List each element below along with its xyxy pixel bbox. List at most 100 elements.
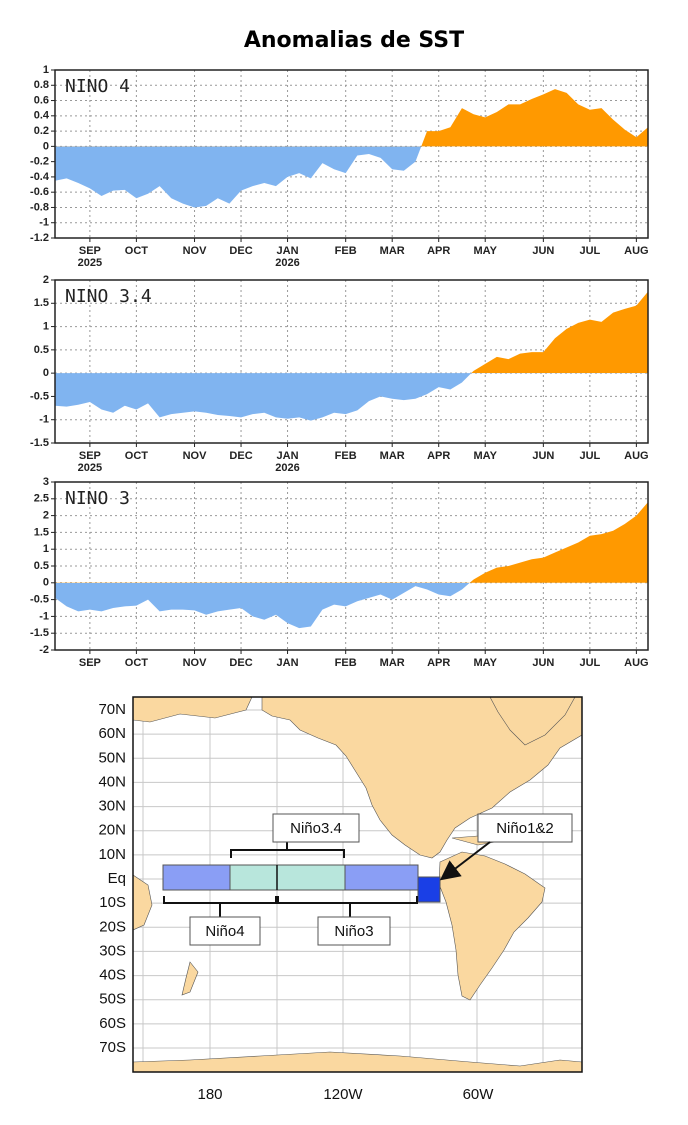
x-tick-label: JAN (277, 450, 299, 462)
y-tick-label: 0.2 (34, 125, 49, 137)
x-tick-label: NOV (183, 450, 208, 462)
lon-label: 180 (197, 1086, 222, 1103)
y-tick-label: -1.2 (30, 232, 49, 244)
y-tick-label: 0 (43, 367, 49, 379)
nino12-region (417, 876, 441, 903)
y-tick-label: 0.5 (34, 560, 49, 572)
lat-label: 60N (98, 725, 126, 742)
y-tick-label: -0.8 (30, 201, 49, 213)
x-tick-label: NOV (183, 657, 208, 669)
label-box (189, 916, 261, 946)
x-tick-label: FEB (335, 450, 357, 462)
land-south-america (438, 851, 546, 1001)
y-tick-label: -1.5 (30, 627, 49, 639)
panel-title: NINO 3 (65, 488, 130, 509)
y-tick-label: 0.4 (34, 110, 50, 122)
x-tick-label: JUN (532, 245, 554, 257)
y-tick-label: -0.2 (30, 156, 49, 168)
y-tick-label: -1 (39, 414, 49, 426)
land-greenland (489, 697, 576, 746)
x-tick-label: DEC (229, 450, 252, 462)
chart-panel: -1.2 -1 -0.8 -0.6 -0.4 -0.2 0 0.2 0.4 0.6 0.8 1 SEP O… (30, 64, 649, 269)
land-australia (133, 874, 153, 931)
x-tick-label: MAY (473, 657, 497, 669)
y-tick-label: 1 (43, 320, 49, 332)
x-tick-label: JAN (277, 245, 299, 257)
x-tick-label: AUG (624, 245, 648, 257)
region-label: Niño3.4 (290, 820, 342, 837)
x-tick-label: AUG (624, 450, 648, 462)
anomaly-area (55, 502, 648, 629)
x-tick-sublabel: 2026 (275, 257, 299, 269)
charts: -1.2 -1 -0.8 -0.6 -0.4 -0.2 0 0.2 0.4 0.6 0.8 1 SEP O… (30, 64, 649, 669)
x-tick-label: APR (427, 657, 450, 669)
lat-label: 10N (98, 846, 126, 863)
region-label: Niño1&2 (496, 820, 554, 837)
map-frame (132, 696, 583, 1073)
anomaly-area (55, 291, 648, 421)
x-tick-label: OCT (125, 245, 149, 257)
x-tick-label: JAN (277, 657, 299, 669)
x-tick-label: OCT (125, 657, 149, 669)
lat-label: 10S (99, 894, 126, 911)
x-tick-label: AUG (624, 657, 648, 669)
lat-label: 20S (99, 918, 126, 935)
plot-frame (54, 69, 649, 239)
y-tick-label: -0.6 (30, 186, 49, 198)
x-tick-label: OCT (125, 450, 149, 462)
lon-label: 120W (323, 1086, 363, 1103)
x-tick-sublabel: 2025 (78, 257, 102, 269)
y-tick-label: -0.5 (30, 390, 49, 402)
y-tick-label: -0.5 (30, 594, 49, 606)
anomaly-area (55, 89, 648, 208)
x-tick-label: APR (427, 450, 450, 462)
y-tick-label: 3 (43, 476, 49, 488)
region-label: Niño3 (334, 923, 373, 940)
lon-label: 60W (463, 1086, 495, 1103)
lat-label: 40S (99, 967, 126, 984)
nino34-region (229, 864, 346, 891)
x-tick-label: JUN (532, 450, 554, 462)
y-tick-label: 2 (43, 510, 49, 522)
nino3-region (344, 864, 419, 891)
label-box (317, 916, 391, 946)
lat-label: 30N (98, 798, 126, 815)
x-tick-label: APR (427, 245, 450, 257)
nino3-bracket (277, 896, 418, 917)
land-antarctica (133, 1051, 582, 1072)
y-tick-label: 0 (43, 577, 49, 589)
plot-frame (54, 481, 649, 651)
x-tick-label: JUL (579, 450, 600, 462)
y-tick-label: -0.4 (30, 171, 50, 183)
nino12-arrow (439, 841, 491, 881)
x-tick-sublabel: 2026 (275, 462, 299, 474)
x-tick-label: MAY (473, 245, 497, 257)
lat-label: 40N (98, 773, 126, 790)
y-tick-label: 0.5 (34, 344, 49, 356)
y-tick-label: 2 (43, 274, 49, 286)
y-tick-label: 1 (43, 543, 49, 555)
y-tick-label: -1 (39, 610, 49, 622)
label-box (272, 813, 360, 843)
region-label: Niño4 (205, 923, 244, 940)
x-tick-label: FEB (335, 245, 357, 257)
y-tick-label: 0.8 (34, 79, 49, 91)
lat-label: 50S (99, 991, 126, 1008)
x-tick-label: SEP (79, 245, 101, 257)
land-new-zealand (181, 961, 199, 996)
label-box (477, 813, 573, 843)
lat-label: Eq (108, 870, 126, 887)
lat-label: 70N (98, 701, 126, 718)
y-tick-label: 1.5 (34, 297, 49, 309)
land-asia (133, 697, 253, 723)
nino34-bracket (230, 842, 345, 858)
panel-title: NINO 4 (65, 76, 130, 97)
x-tick-label: FEB (335, 657, 357, 669)
y-tick-label: 1 (43, 64, 49, 76)
lat-label: 20N (98, 822, 126, 839)
land (133, 697, 582, 1072)
y-tick-label: 1.5 (34, 526, 49, 538)
lat-label: 60S (99, 1015, 126, 1032)
nino4-region (162, 864, 231, 891)
